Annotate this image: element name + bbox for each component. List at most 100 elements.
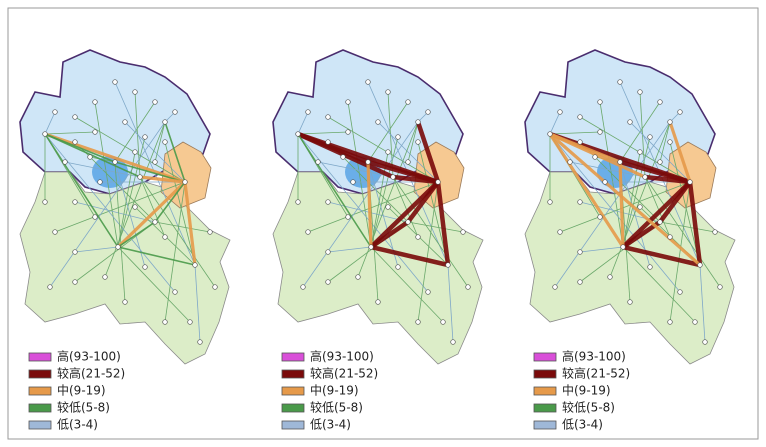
flow-minor <box>154 221 211 233</box>
city-node <box>72 279 78 285</box>
city-node <box>667 319 673 325</box>
city-node <box>305 229 311 235</box>
flow-minor <box>139 176 166 238</box>
city-node <box>162 139 168 145</box>
legend-label: 较低(5-8) <box>562 400 615 415</box>
city-node <box>577 199 583 205</box>
flow-line <box>618 160 625 249</box>
city-node <box>92 99 98 105</box>
city-node <box>577 139 583 145</box>
map-panel: 高(93-100) 较高(21-52) 中(9-19) 较低(5-8) 低(3-4) <box>524 49 736 432</box>
legend-label: 较低(5-8) <box>310 400 363 415</box>
legend-label: 低(3-4) <box>57 418 98 432</box>
city-node <box>692 319 698 325</box>
flow-minor <box>164 141 196 266</box>
flow-minor <box>599 101 624 248</box>
flow-minor <box>554 121 671 288</box>
city-node <box>395 264 401 270</box>
city-node <box>577 249 583 255</box>
city-node <box>162 119 168 125</box>
legend-label: 较低(5-8) <box>57 400 110 415</box>
flow-line <box>366 160 373 249</box>
map-panel: 高(93-100) 较高(21-52) 中(9-19) 较低(5-8) 低(3-4) <box>19 49 231 432</box>
flow-minor <box>549 131 601 135</box>
city-node <box>325 199 331 205</box>
flow-minor <box>392 176 469 288</box>
flow-line <box>183 180 197 267</box>
flow-minor <box>74 221 156 283</box>
city-node <box>365 159 371 165</box>
city-node <box>72 114 78 120</box>
city-node <box>375 119 381 125</box>
legend-swatch <box>533 352 557 362</box>
city-node <box>405 159 411 165</box>
flow-line <box>548 132 647 179</box>
flow-line <box>620 179 693 250</box>
city-node <box>325 249 331 255</box>
flow-minor <box>44 131 96 135</box>
city-node <box>207 229 213 235</box>
region-north <box>272 49 464 195</box>
city-node <box>642 174 648 180</box>
city-node <box>637 204 643 210</box>
city-node <box>325 279 331 285</box>
city-node <box>345 99 351 105</box>
flow-minor <box>622 246 696 323</box>
flow-line <box>668 120 692 184</box>
flow-minor <box>417 181 439 323</box>
flow-minor <box>74 116 186 183</box>
flow-line <box>138 175 187 184</box>
city-node <box>340 154 346 160</box>
city-node <box>47 284 53 290</box>
legend-swatch <box>281 369 305 379</box>
city-node <box>152 99 158 105</box>
legend-label: 高(93-100) <box>562 349 626 364</box>
city-node <box>445 262 451 268</box>
flow-line <box>642 174 693 185</box>
flow-line <box>368 179 441 250</box>
flow-minor <box>139 176 216 288</box>
legend-swatch <box>533 386 557 396</box>
city-node <box>345 129 351 135</box>
flow-minor <box>327 116 439 183</box>
region-north <box>19 49 211 195</box>
flow-line <box>687 179 703 268</box>
city-node <box>435 179 441 185</box>
city-node <box>687 179 693 185</box>
city-node <box>385 89 391 95</box>
city-node <box>62 159 68 165</box>
flow-minor <box>117 246 191 323</box>
flow-minor <box>579 116 691 183</box>
legend-label: 较高(21-52) <box>57 366 125 381</box>
city-node <box>627 299 633 305</box>
city-node <box>92 214 98 220</box>
city-node <box>152 159 158 165</box>
flow-minor <box>317 161 394 178</box>
city-node <box>597 214 603 220</box>
city-node <box>368 244 374 250</box>
flow-minor <box>609 121 671 278</box>
city-node <box>142 134 148 140</box>
city-node <box>102 274 108 280</box>
city-node <box>87 154 93 160</box>
flow-line <box>116 180 187 249</box>
city-node <box>115 244 121 250</box>
flow-minor <box>154 121 166 163</box>
legend-label: 较高(21-52) <box>310 366 378 381</box>
flow-line <box>43 132 187 184</box>
flow-minor <box>579 246 624 253</box>
flow-minor <box>559 181 691 233</box>
city-node <box>122 299 128 305</box>
legend-swatch <box>533 420 557 430</box>
legend-swatch <box>28 369 52 379</box>
flow-line <box>117 246 196 266</box>
city-node <box>295 199 301 205</box>
flow-minor <box>659 221 716 233</box>
city-node <box>647 134 653 140</box>
city-node <box>172 109 178 115</box>
city-node <box>617 79 623 85</box>
city-node <box>137 174 143 180</box>
legend-swatch <box>281 386 305 396</box>
flow-minor <box>114 161 126 303</box>
